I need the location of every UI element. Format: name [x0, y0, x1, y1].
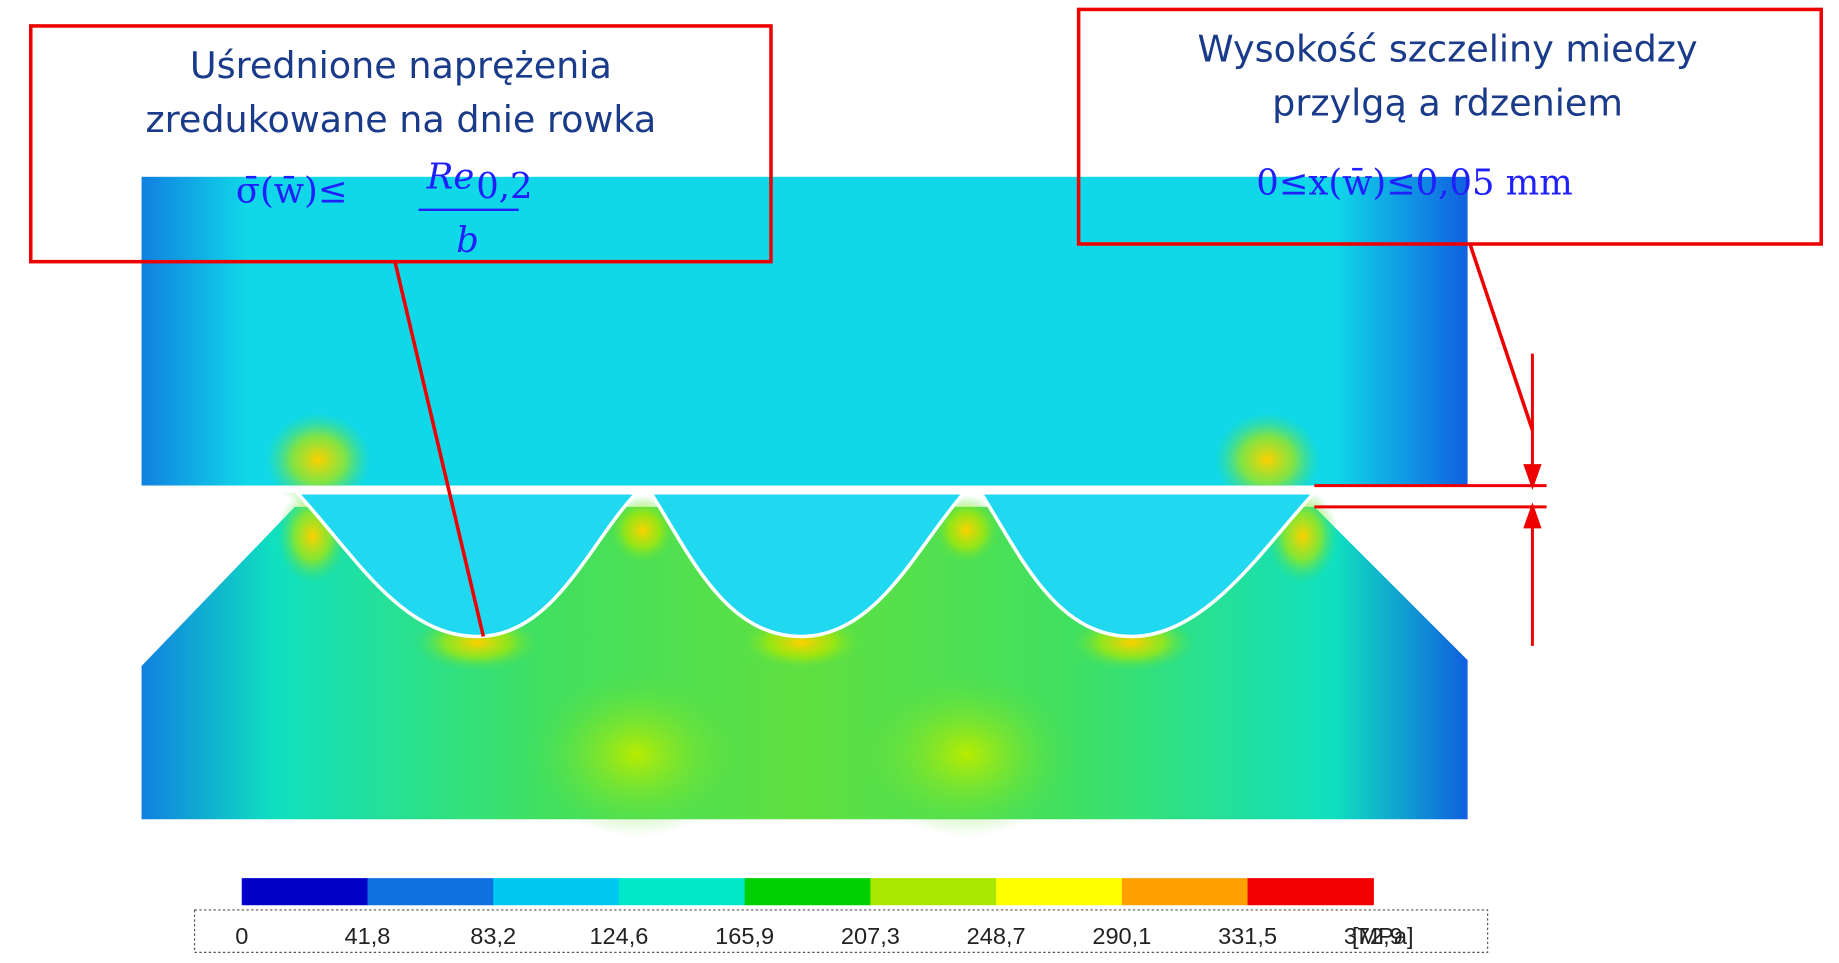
formula-denominator: b: [456, 220, 479, 261]
color-swatch: [1121, 878, 1249, 906]
scale-label: 83,2: [470, 923, 516, 949]
callout-text: zredukowane na dnie rowka: [145, 98, 656, 141]
color-swatch: [744, 878, 871, 906]
scale-label: 331,5: [1218, 923, 1277, 949]
leader-line: [393, 261, 486, 637]
fem-plot: [141, 176, 1468, 837]
gap: [141, 485, 1468, 493]
callout-box: [28, 24, 773, 264]
leader-line: [1468, 243, 1535, 431]
scale-label: 165,9: [715, 923, 774, 949]
scale-label: 248,7: [967, 923, 1026, 949]
callout-1: Uśrednione naprężenia zredukowane na dni…: [28, 24, 773, 637]
callout-box: [1076, 7, 1823, 246]
callout-2: Wysokość szczeliny miedzy przylgą a rdze…: [1076, 7, 1823, 431]
scale-label: 0: [235, 923, 248, 949]
callout-text: Uśrednione naprężenia: [190, 44, 612, 87]
label-frame: [194, 909, 1489, 953]
gap-dimension: [1314, 353, 1547, 646]
colorbar: 0 41,8 83,2 124,6 165,9 207,3 248,7 290,1 331,5 3…: [194, 878, 1489, 953]
unit-label: [MPa]: [1352, 923, 1414, 949]
callout-text: przylgą a rdzeniem: [1272, 82, 1623, 125]
scale-label: 290,1: [1092, 923, 1151, 949]
grooves: [293, 490, 1319, 639]
formula-lhs: σ̄(w̄)≤: [236, 171, 348, 212]
formula: 0≤x(w̄)≤0,05 mm: [1256, 162, 1573, 203]
scale-label: 41,8: [345, 923, 391, 949]
color-swatch: [367, 878, 494, 906]
color-swatch: [870, 878, 997, 906]
color-swatch: [1247, 878, 1374, 906]
formula-numerator: Re: [426, 157, 475, 198]
scale-label: 207,3: [841, 923, 900, 949]
color-swatch: [241, 878, 369, 906]
scale-label: 124,6: [589, 923, 648, 949]
formula-subscript: 0,2: [476, 166, 532, 207]
color-swatch: [493, 878, 620, 906]
color-swatch: [618, 878, 746, 906]
scale-label: 372,9: [1344, 923, 1403, 949]
color-swatch: [996, 878, 1123, 906]
callout-text: Wysokość szczeliny miedzy: [1198, 27, 1698, 70]
